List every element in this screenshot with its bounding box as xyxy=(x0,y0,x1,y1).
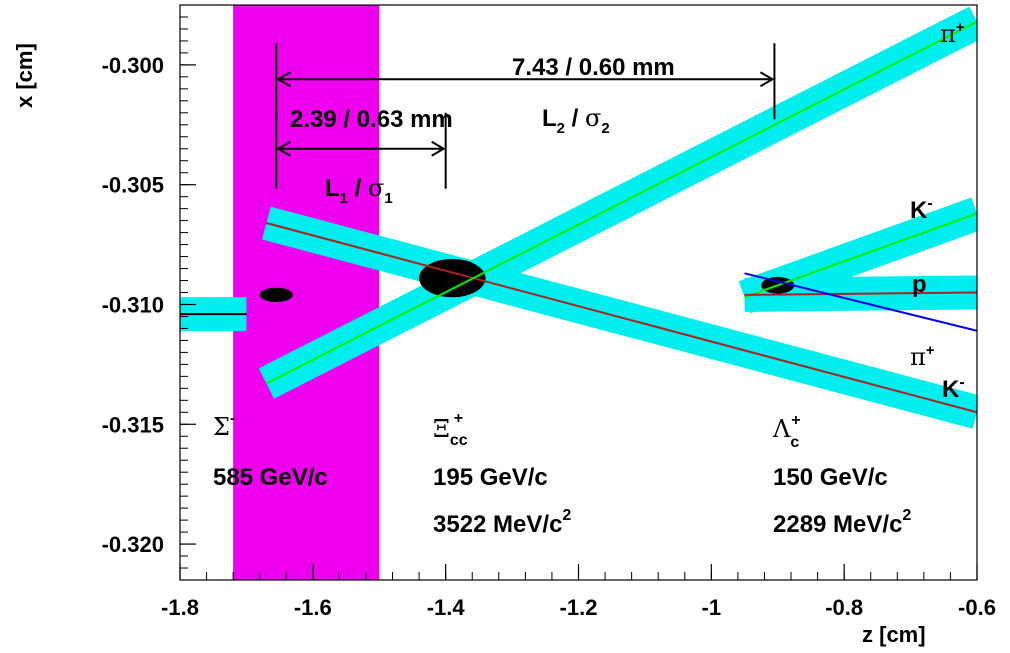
k-minus-label-bottom: K- xyxy=(942,374,965,403)
sigma-momentum: 585 GeV/c xyxy=(213,464,328,491)
x-tick-label: -0.8 xyxy=(825,595,863,620)
x-tick-label: -1.2 xyxy=(560,595,598,620)
y-axis-title: x [cm] xyxy=(12,43,37,108)
marker-arrow-left-L1 xyxy=(276,140,291,157)
l2-value-label: 7.43 / 0.60 mm xyxy=(512,54,675,81)
x-tick-label: -1.8 xyxy=(161,595,199,620)
y-tick-label: -0.310 xyxy=(102,292,164,317)
track-pi-plus-1 xyxy=(265,20,977,385)
lambdac-mass: 2289 MeV/c2 xyxy=(773,507,911,538)
lambdac-symbol: Λc+ xyxy=(772,412,801,451)
x-tick-label: -1.6 xyxy=(294,595,332,620)
sigma-symbol: Σ- xyxy=(213,410,235,441)
pi-plus-label-bottom: π+ xyxy=(910,342,935,371)
l2-symbol-label: L2 / σ2 xyxy=(542,104,610,137)
x-tick-label: -1.4 xyxy=(427,595,466,620)
y-tick-label: -0.300 xyxy=(102,53,164,78)
x-axis-title: z [cm] xyxy=(862,622,926,647)
xicc-mass: 3522 MeV/c2 xyxy=(433,507,571,538)
sigma-vertex xyxy=(259,287,293,303)
x-tick-label: -0.6 xyxy=(958,595,996,620)
y-tick-label: -0.320 xyxy=(102,532,164,557)
k-minus-label-top: K- xyxy=(910,195,933,224)
track-pi-plus-2 xyxy=(744,272,977,332)
track-xicc-daughter xyxy=(266,222,977,414)
proton-label: p xyxy=(912,271,927,298)
y-tick-label: -0.305 xyxy=(102,173,164,198)
x-tick-label: -1 xyxy=(702,595,722,620)
l1-value-label: 2.39 / 0.63 mm xyxy=(290,106,453,133)
track-proton xyxy=(744,291,977,296)
target-region xyxy=(233,5,380,580)
xicc-symbol: Ξcc+ xyxy=(433,410,468,449)
l1-symbol-label: L1 / σ1 xyxy=(325,174,393,207)
marker-arrow-right-L1 xyxy=(431,140,446,157)
y-tick-label: -0.315 xyxy=(102,412,164,437)
pi-plus-label-top: π+ xyxy=(940,19,965,48)
marker-arrow-right-L2 xyxy=(759,71,775,88)
lambdac-momentum: 150 GeV/c xyxy=(773,464,888,491)
marker-arrow-left-L2 xyxy=(276,71,291,88)
xicc-momentum: 195 GeV/c xyxy=(433,464,548,491)
